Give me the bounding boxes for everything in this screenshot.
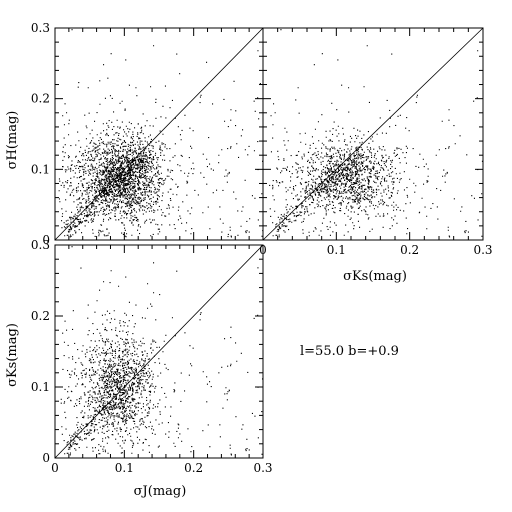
x-tick-label: 0.2 — [400, 243, 419, 257]
y-tick-label: 0 — [42, 233, 50, 247]
scatter-points — [60, 246, 264, 456]
y-tick-label: 0.1 — [31, 380, 50, 394]
scatter-points — [269, 29, 483, 238]
x-tick-label: 0 — [51, 461, 59, 475]
x-tick-label: 0.3 — [253, 461, 272, 475]
y-tick-label: 0.1 — [31, 162, 50, 176]
y-tick-label: 0 — [42, 451, 50, 465]
y-axis-label-sigma-ks: σKs(mag) — [5, 323, 20, 387]
plot-frame — [262, 27, 484, 241]
x-tick-label: 0.1 — [115, 461, 134, 475]
y-axis-label-sigma-h: σH(mag) — [5, 111, 20, 170]
x-axis-label-sigma-j: σJ(mag) — [134, 484, 187, 499]
panel-sigma-ks-top: 00.10.20.3 — [259, 27, 493, 257]
x-axis-label-sigma-ks: σKs(mag) — [343, 269, 407, 284]
x-tick-label: 0.3 — [473, 243, 492, 257]
plot-frame — [54, 244, 264, 459]
panel-sigma-h: 0 0.1 0.2 0.3 — [31, 21, 264, 247]
galactic-coordinates-annotation: l=55.0 b=+0.9 — [300, 344, 399, 359]
y-tick-label: 0.2 — [31, 92, 50, 106]
scatter-points — [58, 29, 264, 238]
y-tick-label: 0.2 — [31, 309, 50, 323]
identity-line — [262, 27, 484, 241]
panel-sigma-ks-bottom: 0 0.1 0.2 0.3 0 0.1 0.2 0.3 — [31, 238, 273, 475]
y-tick-label: 0.3 — [31, 21, 50, 35]
x-tick-label: 0.1 — [327, 243, 346, 257]
identity-line — [54, 27, 264, 241]
x-tick-label: 0.2 — [184, 461, 203, 475]
identity-line — [54, 244, 264, 459]
y-tick-label: 0.3 — [31, 238, 50, 252]
